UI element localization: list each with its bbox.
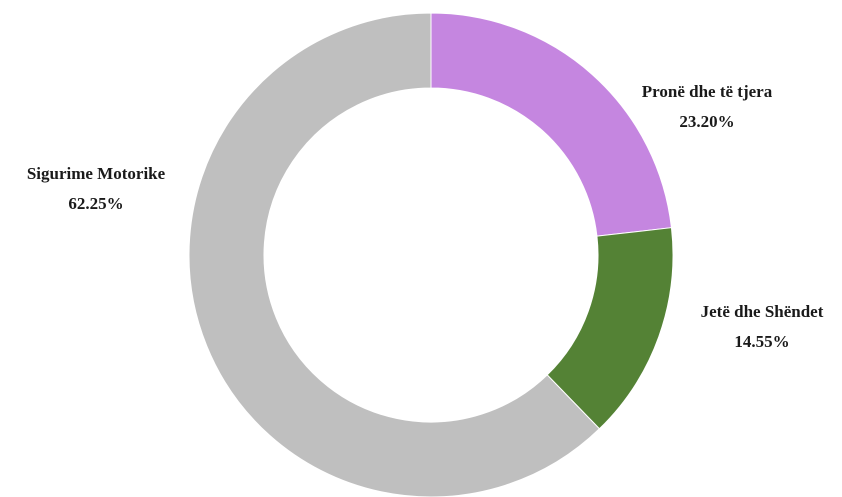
slice-name-prone: Pronë dhe të tjera (641, 82, 773, 101)
slice-label-prone: Pronë dhe të tjera 23.20% (622, 83, 792, 130)
slice-prone (430, 12, 673, 237)
slice-label-sigurime: Sigurime Motorike 62.25% (8, 165, 184, 212)
slice-value-jete: 14.55% (734, 332, 790, 351)
donut-slices (188, 12, 674, 497)
slice-sigurime (188, 12, 601, 497)
slice-value-sigurime: 62.25% (68, 194, 124, 213)
slice-value-prone: 23.20% (679, 112, 735, 131)
slice-name-jete: Jetë dhe Shëndet (700, 302, 824, 321)
slice-label-jete: Jetë dhe Shëndet 14.55% (682, 303, 842, 350)
slice-name-sigurime: Sigurime Motorike (26, 164, 166, 183)
